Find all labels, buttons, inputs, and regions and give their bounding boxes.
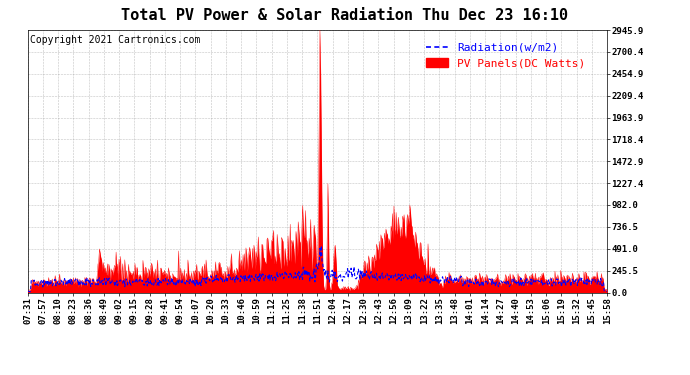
Text: Total PV Power & Solar Radiation Thu Dec 23 16:10: Total PV Power & Solar Radiation Thu Dec… [121,8,569,22]
Text: Copyright 2021 Cartronics.com: Copyright 2021 Cartronics.com [30,35,201,45]
Legend: Radiation(w/m2), PV Panels(DC Watts): Radiation(w/m2), PV Panels(DC Watts) [422,38,590,73]
